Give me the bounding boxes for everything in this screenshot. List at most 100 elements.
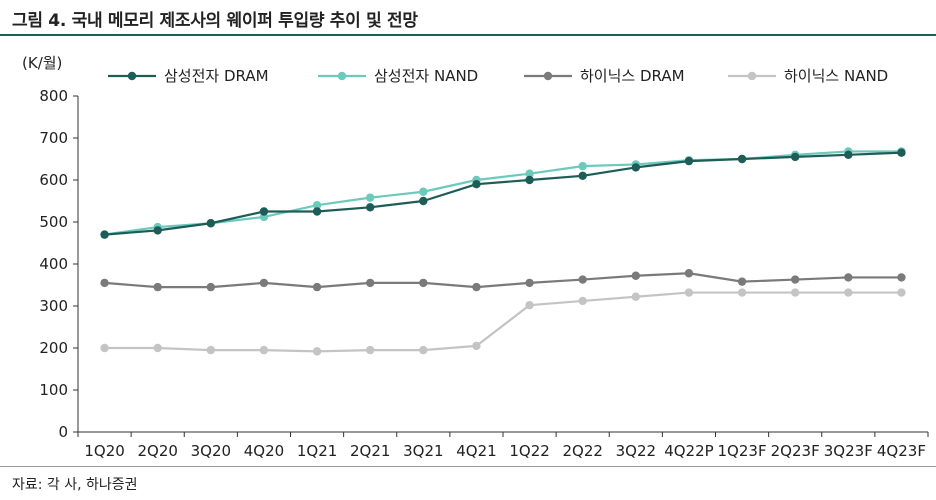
data-point [100,343,109,353]
y-tick-label: 0 [58,423,68,441]
y-unit-label: (K/월) [22,54,62,72]
data-point [897,148,906,157]
legend-swatch-marker [337,71,347,81]
data-point [897,288,906,297]
series-layer [100,147,906,356]
legend-label: 삼성전자 DRAM [164,67,269,85]
data-point [472,180,481,189]
data-point [312,207,322,216]
x-tick-label: 2Q22 [562,442,602,460]
data-point [631,163,641,172]
data-point [419,187,428,196]
x-tick-label: 2Q21 [350,442,390,460]
data-point [153,226,162,235]
data-point [684,156,694,166]
data-point [153,282,162,292]
data-point [419,345,428,355]
x-tick-label: 4Q20 [244,442,284,460]
data-point [312,201,322,210]
data-point [419,278,428,288]
data-point [525,169,534,178]
x-tick-label: 3Q22 [616,442,656,460]
data-point [365,203,375,212]
x-tick-label: 3Q20 [191,442,231,460]
data-point [525,278,534,288]
data-point [259,278,269,288]
data-point [631,292,641,301]
x-tick-label: 1Q20 [84,442,124,460]
data-point [684,269,694,278]
data-point [206,219,216,228]
legend-swatch-marker [543,71,553,81]
data-point [312,347,322,356]
legend-swatch-marker [127,71,137,81]
series-line [104,272,902,289]
data-point [100,230,109,239]
data-point [790,288,800,297]
y-tick-label: 700 [39,129,68,147]
data-point [525,300,534,310]
data-point [472,341,481,351]
data-point [100,278,109,288]
x-tick-label: 3Q23F [824,442,873,460]
title-rule [0,34,936,36]
data-point [578,171,587,180]
y-tick-label: 500 [39,213,68,231]
data-point [737,288,747,297]
source-rule [0,466,936,467]
legend-swatch-marker [747,71,757,81]
legend-label: 하이닉스 DRAM [580,67,685,85]
data-point [259,345,269,355]
y-tick-label: 200 [39,339,68,357]
data-point [365,345,375,355]
x-tick-label: 4Q22P [664,442,713,460]
data-point [737,154,747,164]
x-tick-label: 1Q21 [297,442,337,460]
y-tick-label: 100 [39,381,68,399]
line-chart: (K/월) 삼성전자 DRAM 삼성전자 NAND 하이닉스 DRAM 하이닉스 NA… [22,54,929,460]
data-point [631,271,641,280]
legend-label: 하이닉스 NAND [784,67,888,85]
y-tick-label: 600 [39,171,68,189]
figure-title: 그림 4. 국내 메모리 제조사의 웨이퍼 투입량 추이 및 전망 [12,11,418,31]
legend-label: 삼성전자 NAND [374,67,478,85]
x-tick-label: 1Q22 [509,442,549,460]
legend: 삼성전자 DRAM 삼성전자 NAND 하이닉스 DRAM 하이닉스 NAND [108,67,888,85]
data-point [206,345,216,355]
data-point [419,196,428,206]
data-point [844,150,853,159]
x-tick-label: 4Q21 [456,442,496,460]
data-point [365,193,375,202]
data-point [684,288,694,297]
data-point [259,207,269,216]
y-tick-label: 400 [39,255,68,273]
series-line [104,151,902,236]
x-tick-label: 2Q23F [771,442,820,460]
data-point [790,275,800,284]
data-point [790,152,800,162]
data-point [525,175,534,185]
source-note: 자료: 각 사, 하나증권 [12,477,138,493]
data-point [844,288,853,297]
y-tick-label: 800 [39,87,68,105]
data-point [206,282,216,292]
x-tick-label: 3Q21 [403,442,443,460]
x-tick-label: 4Q23F [877,442,926,460]
data-point [578,161,587,171]
data-point [844,273,853,282]
data-point [365,278,375,288]
data-point [578,275,587,284]
data-point [897,273,906,282]
data-point [472,282,481,292]
data-point [578,296,587,306]
data-point [737,277,747,286]
x-tick-label: 1Q23F [718,442,767,460]
series-line [104,291,902,353]
y-tick-label: 300 [39,297,68,315]
x-tick-label: 2Q20 [137,442,177,460]
y-axis: 0 100 200 300 400 500 600 700 800 [39,87,79,441]
data-point [153,343,162,353]
series-line [104,150,902,236]
data-point [312,282,322,292]
x-axis: 1Q20 2Q20 3Q20 4Q20 1Q21 2Q21 3Q21 4Q21 1Q22 2Q22… [77,431,929,460]
